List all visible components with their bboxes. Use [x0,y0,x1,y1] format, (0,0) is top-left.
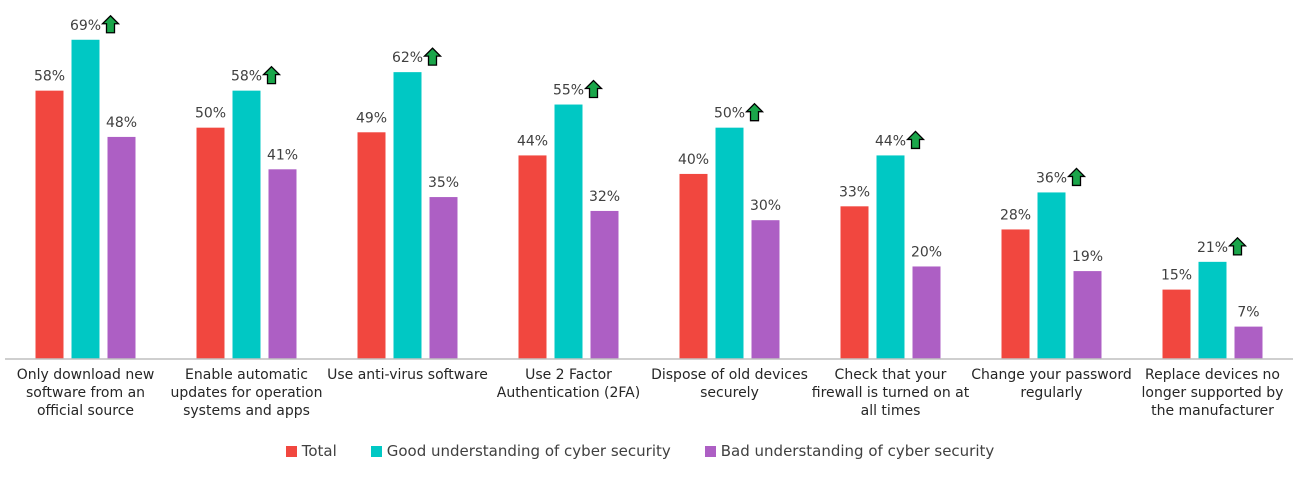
value-label: 33% [839,184,870,200]
bar [876,155,905,359]
value-label: 44% [875,133,906,149]
value-label: 62% [392,50,423,66]
bar [715,127,744,360]
significance-arrow [261,65,282,85]
legend-item: Bad understanding of cyber security [704,442,995,460]
bar [840,206,869,359]
bar [429,197,458,359]
x-tick-label: Only download new software from an offic… [16,367,155,419]
x-tick-label: Check that your firewall is turned on at… [811,367,970,419]
value-label: 19% [1072,249,1103,265]
value-label: 49% [356,110,387,126]
value-label: 32% [589,189,620,205]
legend-swatch [285,445,297,457]
legend-item: Good understanding of cyber security [370,442,671,460]
significance-arrow [905,130,926,150]
value-label: 50% [714,106,745,122]
x-tick-label: Use anti-virus software [327,367,488,383]
x-tick-label: Change your password regularly [971,367,1132,401]
legend: Total Good understanding of cyber securit… [0,442,1280,460]
value-label: 50% [195,106,226,122]
bar [590,210,619,359]
bar [679,173,708,359]
x-tick-label: Replace devices no longer supported by t… [1141,367,1284,419]
legend-swatch [704,445,716,457]
bar [268,169,297,359]
bar [751,220,780,359]
significance-arrow [1066,167,1087,187]
bar [912,266,941,359]
significance-arrow [744,102,765,122]
bar [35,90,64,360]
value-label: 7% [1237,305,1259,321]
value-label: 36% [1036,170,1067,186]
significance-arrow [422,47,443,66]
value-label: 69% [70,18,101,34]
significance-arrow [100,14,121,34]
bar [1162,289,1191,359]
legend-label: Bad understanding of cyber security [720,442,995,460]
bar [1198,261,1227,359]
bar [357,132,386,359]
value-label: 58% [231,69,262,85]
value-label: 28% [1000,207,1031,223]
value-label: 41% [267,147,298,163]
value-label: 35% [428,175,459,191]
bar [107,136,136,359]
value-label: 15% [1161,268,1192,284]
legend-label: Good understanding of cyber security [386,442,671,460]
legend-item: Total [285,442,337,460]
x-tick-label: Enable automatic updates for operation s… [170,367,323,419]
x-tick-label: Dispose of old devices securely [651,367,808,401]
bar [518,155,547,359]
plot: 58% 69% 48% 50% 58% 41% 49% 62% 35% 44% 55% 32% 40% 5… [5,14,1293,360]
x-tick-label: Use 2 Factor Authentication (2FA) [496,367,641,401]
value-label: 40% [678,152,709,168]
value-label: 30% [750,198,781,214]
bar [232,90,261,360]
significance-arrow [583,79,604,99]
bar [71,39,100,359]
bar [1073,271,1102,359]
value-label: 44% [517,133,548,149]
legend-swatch [370,445,382,457]
value-label: 48% [106,115,137,131]
bar [393,72,422,359]
significance-arrow [1227,236,1248,256]
bar [554,104,583,360]
value-label: 55% [553,83,584,99]
value-label: 21% [1197,240,1228,256]
value-label: 20% [911,244,942,260]
value-label: 58% [34,69,65,85]
bar [1234,326,1263,359]
bar [1001,229,1030,359]
legend-label: Total [301,442,337,460]
bar [1037,192,1066,359]
bar [196,127,225,360]
